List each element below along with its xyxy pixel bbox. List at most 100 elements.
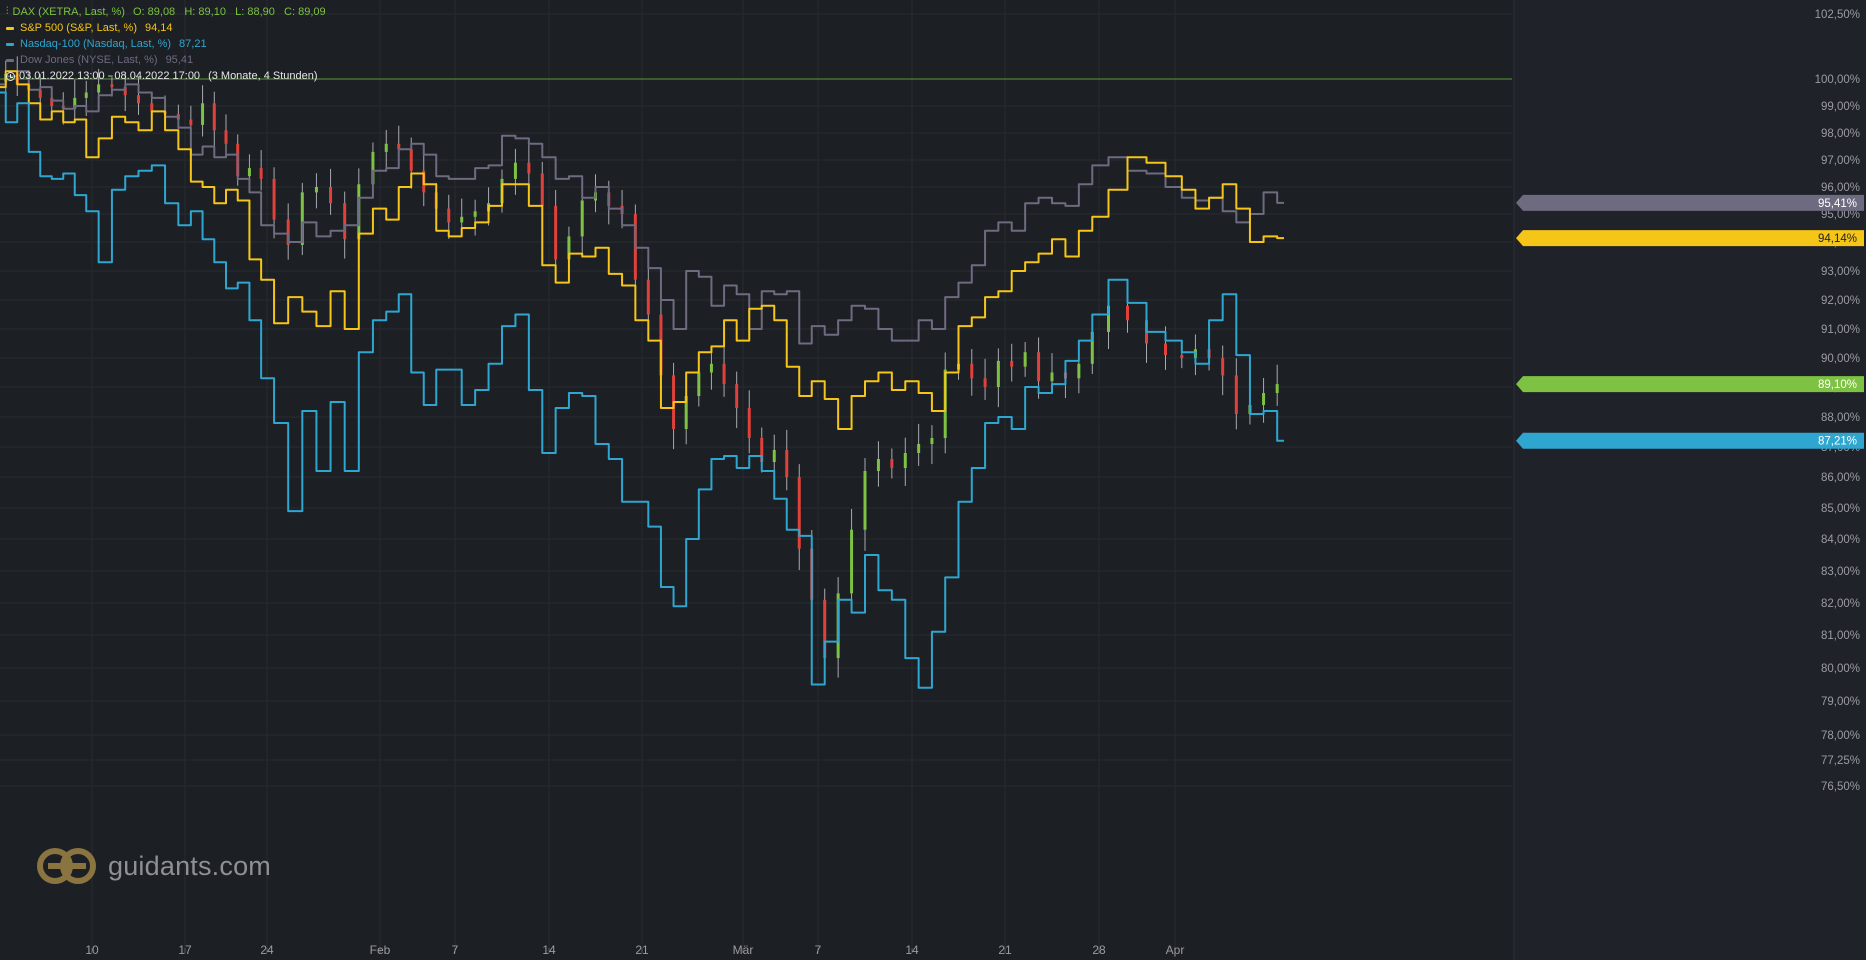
dax-candles — [4, 56, 1279, 678]
candle-body — [110, 84, 114, 88]
candle-body — [785, 450, 789, 477]
candle-body — [1023, 352, 1027, 367]
y-tick-label: 98,00% — [1821, 128, 1860, 140]
y-tick-label: 93,00% — [1821, 266, 1860, 278]
candle-body — [189, 119, 193, 125]
legend-nasdaq-name: Nasdaq-100 (Nasdaq, Last, %) — [20, 38, 172, 50]
last-value-badge: 94,14% — [1516, 230, 1864, 247]
y-tick-label: 80,00% — [1821, 663, 1860, 675]
legend-dax-name: DAX (XETRA, Last, %) — [12, 6, 125, 18]
candle-body — [371, 151, 375, 185]
legend-sp500-swatch — [6, 26, 14, 30]
candle-body — [460, 216, 464, 223]
badge-label: 89,10% — [1818, 379, 1857, 391]
last-value-badges: 95,41% 94,14% 87,21% 89,10% — [1516, 194, 1864, 449]
candle-body — [722, 363, 726, 385]
candle-body — [201, 103, 205, 125]
x-tick-label: Mär — [733, 943, 754, 957]
candle-body — [1010, 360, 1014, 367]
candle-body — [272, 178, 276, 220]
y-tick-label: 83,00% — [1821, 566, 1860, 578]
series-line-0 — [0, 70, 1284, 345]
x-tick-label: 28 — [1092, 943, 1106, 957]
last-value-badge: 87,21% — [1516, 432, 1864, 449]
candle-body — [300, 192, 304, 245]
candle-body — [863, 471, 867, 530]
badge-label: 95,41% — [1818, 198, 1857, 210]
candle-body — [684, 396, 688, 429]
candle-body — [1275, 384, 1279, 393]
badge-shape — [1516, 230, 1864, 247]
y-tick-label: 76,50% — [1821, 781, 1860, 793]
candle-body — [580, 200, 584, 237]
x-tick-label: 7 — [452, 943, 459, 957]
candle-body — [247, 168, 251, 177]
y-tick-label: 84,00% — [1821, 534, 1860, 546]
legend-sp500[interactable]: S&P 500 (S&P, Last, %) 94,14 — [6, 20, 326, 36]
guidants-logo-icon — [37, 848, 96, 884]
x-axis: 10 17 24 Feb 7 14 21 Mär 7 14 21 28 Apr — [85, 943, 1184, 957]
candle-body — [1126, 305, 1129, 321]
badge-shape — [1516, 432, 1864, 449]
candle-body — [384, 143, 388, 152]
y-tick-label: 102,50% — [1815, 9, 1860, 21]
candle-body — [1107, 305, 1110, 332]
x-tick-label: 24 — [260, 943, 274, 957]
candle-body — [84, 92, 88, 98]
legend-sp500-value: 94,14 — [145, 22, 173, 34]
candle-body — [1262, 393, 1266, 405]
series-line-2 — [0, 91, 1284, 689]
candle-body — [903, 453, 907, 468]
y-tick-label: 82,00% — [1821, 598, 1860, 610]
candle-body — [930, 438, 934, 444]
candle-body — [137, 95, 140, 104]
candle-body — [329, 187, 333, 204]
candle-body — [150, 103, 154, 112]
candle-body — [1234, 375, 1238, 414]
y-tick-label: 85,00% — [1821, 503, 1860, 515]
x-tick-label: 14 — [905, 943, 919, 957]
legend-nasdaq-swatch — [6, 42, 14, 46]
candle-body — [286, 219, 290, 245]
x-tick-label: Apr — [1166, 943, 1185, 957]
candle-body — [397, 143, 401, 150]
candle-body — [996, 360, 1000, 387]
candle-body — [513, 162, 517, 179]
candle-body — [1221, 358, 1225, 376]
y-axis-panel — [1514, 0, 1866, 960]
y-tick-label: 90,00% — [1821, 353, 1860, 365]
badge-shape — [1516, 376, 1864, 393]
legend-dow-name: Dow Jones (NYSE, Last, %) — [20, 54, 158, 66]
candle-body — [554, 205, 558, 260]
legend-dax-ohlc: O: 89,08 H: 89,10 L: 88,90 C: 89,09 — [132, 6, 326, 18]
candle-body — [567, 236, 571, 260]
period-duration: (3 Monate, 4 Stunden) — [208, 70, 318, 82]
legend-dow[interactable]: Dow Jones (NYSE, Last, %) 95,41 — [6, 52, 326, 68]
candle-body — [876, 459, 880, 471]
candle-body — [697, 372, 701, 396]
candle-body — [1164, 343, 1167, 356]
candle-body — [527, 162, 531, 174]
period-range: 03.01.2022 13:00 - 08.04.2022 17:00 — [19, 70, 201, 82]
y-tick-label: 86,00% — [1821, 472, 1860, 484]
legend-nasdaq[interactable]: Nasdaq-100 (Nasdaq, Last, %) 87,21 — [6, 36, 326, 52]
candle-body — [540, 173, 544, 206]
last-value-badge: 89,10% — [1516, 376, 1864, 393]
y-tick-label: 78,00% — [1821, 730, 1860, 742]
x-tick-label: 10 — [85, 943, 99, 957]
badge-label: 87,21% — [1818, 436, 1857, 448]
y-tick-label: 92,00% — [1821, 295, 1860, 307]
candle-body — [1180, 355, 1184, 358]
candle-body — [343, 203, 347, 240]
x-tick-label: 21 — [998, 943, 1012, 957]
watermark-text: guidants.com — [108, 850, 271, 881]
candle-body — [314, 187, 318, 193]
legend-dax[interactable]: ⫶ DAX (XETRA, Last, %) O: 89,08 H: 89,10… — [6, 4, 326, 20]
legend-dow-value: 95,41 — [165, 54, 194, 66]
legend-dow-swatch — [6, 58, 14, 62]
y-tick-label: 96,00% — [1821, 182, 1860, 194]
candle-body — [409, 149, 413, 171]
candle-body — [709, 363, 713, 373]
